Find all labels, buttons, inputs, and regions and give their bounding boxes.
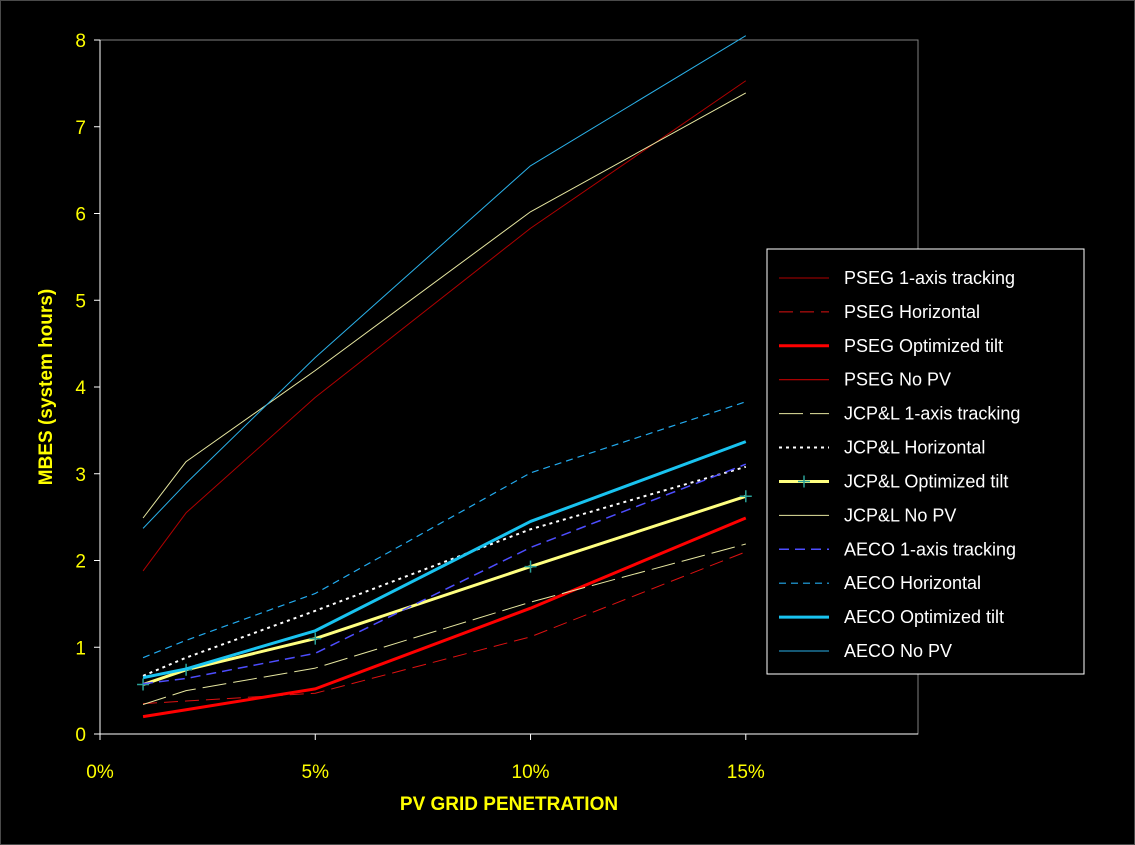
legend-label: PSEG 1-axis tracking [844, 268, 1015, 288]
axes: 0 1 2 3 4 5 6 7 8 0% 5% 10% 15% [75, 31, 918, 783]
series-line [142, 440, 747, 680]
legend-item: AECO No PV [779, 641, 952, 661]
series-layer [137, 35, 752, 719]
legend-box [766, 248, 1085, 675]
legend-label: JCP&L Optimized tilt [844, 471, 1008, 491]
y-tick-label: 8 [75, 31, 86, 52]
legend-item: AECO Horizontal [779, 573, 981, 593]
series-line [142, 92, 747, 519]
legend: PSEG 1-axis tracking PSEG Horizontal PSEG … [766, 248, 1085, 675]
series-4 [142, 543, 746, 705]
series-10 [142, 440, 747, 680]
legend-item: JCP&L Horizontal [779, 438, 985, 458]
series-11 [142, 35, 747, 529]
y-tick-label: 5 [75, 291, 86, 312]
series-9 [142, 401, 746, 659]
x-axis-title: PV GRID PENETRATION [400, 794, 618, 815]
series-7 [142, 92, 747, 519]
series-0 [142, 80, 747, 572]
legend-item: AECO Optimized tilt [779, 607, 1004, 627]
data-point-marker [739, 490, 752, 503]
legend-label: PSEG No PV [844, 370, 951, 390]
x-tick-label: 10% [512, 762, 550, 783]
legend-label: JCP&L Horizontal [844, 438, 985, 458]
y-tick-label: 3 [75, 465, 86, 486]
series-line [142, 80, 747, 572]
y-tick-label: 4 [75, 378, 86, 399]
legend-label: AECO No PV [844, 641, 952, 661]
legend-item: PSEG Horizontal [779, 302, 980, 322]
legend-label: JCP&L No PV [844, 505, 956, 525]
legend-item: PSEG Optimized tilt [779, 336, 1003, 356]
x-tick-label: 15% [727, 762, 765, 783]
y-axis-title: MBES (system hours) [36, 289, 57, 485]
series-line [142, 35, 747, 529]
x-tick-label: 5% [302, 762, 330, 783]
series-line [143, 551, 746, 705]
legend-label: PSEG Horizontal [844, 302, 980, 322]
series-line [142, 516, 747, 719]
legend-item: JCP&L No PV [779, 505, 956, 525]
legend-item: AECO 1-axis tracking [779, 539, 1016, 559]
y-tick-label: 2 [75, 552, 86, 573]
legend-label: PSEG Optimized tilt [844, 336, 1003, 356]
series-5 [142, 465, 747, 677]
series-line [142, 543, 746, 705]
legend-marker [798, 475, 810, 488]
legend-label: JCP&L 1-axis tracking [844, 404, 1020, 424]
data-point-marker [137, 678, 150, 691]
legend-item: PSEG No PV [779, 370, 951, 390]
data-point-marker [309, 632, 322, 645]
legend-item: JCP&L Optimized tilt [779, 471, 1008, 491]
series-2 [142, 516, 747, 719]
series-1 [143, 551, 746, 705]
series-line [142, 401, 746, 659]
legend-label: AECO 1-axis tracking [844, 539, 1016, 559]
legend-label: AECO Horizontal [844, 573, 981, 593]
y-tick-label: 0 [75, 725, 86, 746]
y-tick-label: 6 [75, 205, 86, 226]
series-8 [142, 463, 747, 685]
legend-label: AECO Optimized tilt [844, 607, 1004, 627]
y-tick-label: 7 [75, 118, 86, 139]
x-tick-label: 0% [86, 762, 114, 783]
y-tick-label: 1 [75, 638, 86, 659]
series-6 [137, 490, 752, 691]
legend-item: PSEG 1-axis tracking [779, 268, 1015, 288]
series-line [142, 465, 747, 677]
data-point-marker [524, 560, 537, 573]
legend-item: JCP&L 1-axis tracking [779, 404, 1020, 424]
series-line [142, 463, 747, 685]
